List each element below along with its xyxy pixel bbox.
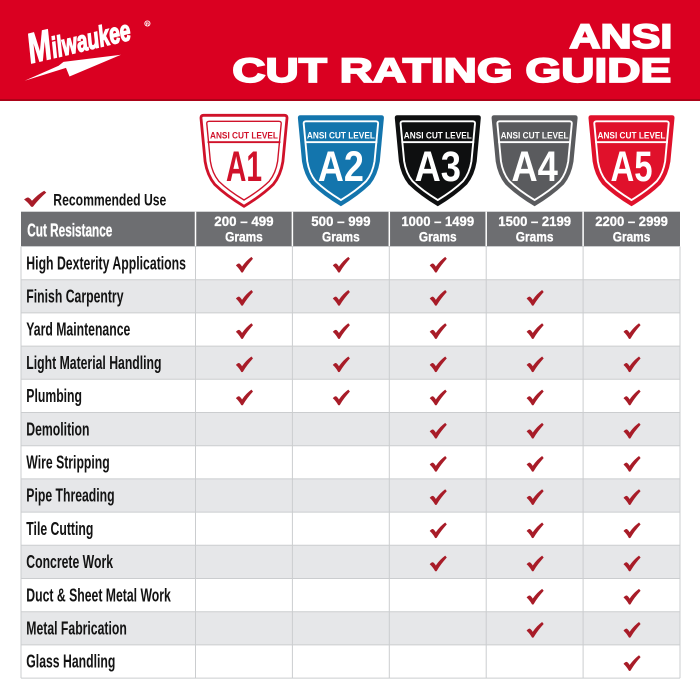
svg-text:Light Material Handling: Light Material Handling: [26, 352, 161, 373]
svg-text:Grams: Grams: [225, 230, 263, 245]
svg-text:Cut Resistance: Cut Resistance: [27, 221, 112, 241]
svg-text:Recommended Use: Recommended Use: [53, 191, 166, 210]
svg-text:R: R: [146, 21, 150, 26]
svg-text:ANSI CUT LEVEL: ANSI CUT LEVEL: [404, 131, 472, 142]
svg-text:Metal Fabrication: Metal Fabrication: [26, 618, 127, 639]
svg-text:ANSI CUT LEVEL: ANSI CUT LEVEL: [210, 131, 278, 142]
svg-text:A4: A4: [511, 143, 558, 191]
svg-text:1000 – 1499: 1000 – 1499: [401, 214, 474, 229]
svg-text:A3: A3: [415, 143, 462, 191]
svg-text:A2: A2: [318, 143, 364, 191]
svg-text:Tile Cutting: Tile Cutting: [26, 518, 93, 539]
svg-text:ANSI CUT LEVEL: ANSI CUT LEVEL: [598, 131, 666, 142]
svg-text:Concrete Work: Concrete Work: [26, 551, 113, 572]
svg-text:Grams: Grams: [613, 230, 651, 245]
svg-text:1500 – 2199: 1500 – 2199: [498, 214, 571, 229]
svg-text:2200 – 2999: 2200 – 2999: [595, 214, 668, 229]
svg-text:Wire Stripping: Wire Stripping: [26, 452, 109, 473]
svg-text:ANSI: ANSI: [569, 18, 672, 56]
svg-text:Grams: Grams: [419, 230, 457, 245]
svg-text:ANSI CUT LEVEL: ANSI CUT LEVEL: [307, 131, 375, 142]
svg-text:Duct & Sheet Metal Work: Duct & Sheet Metal Work: [26, 584, 171, 605]
svg-text:200 – 499: 200 – 499: [214, 214, 273, 229]
svg-text:Plumbing: Plumbing: [26, 385, 82, 406]
svg-text:ANSI CUT LEVEL: ANSI CUT LEVEL: [501, 131, 569, 142]
svg-text:Grams: Grams: [516, 230, 554, 245]
svg-text:Pipe Threading: Pipe Threading: [26, 485, 114, 506]
svg-text:Grams: Grams: [322, 230, 360, 245]
svg-text:Demolition: Demolition: [26, 418, 89, 439]
svg-text:CUT RATING GUIDE: CUT RATING GUIDE: [232, 52, 671, 90]
svg-text:A5: A5: [611, 143, 653, 191]
svg-text:Finish Carpentry: Finish Carpentry: [26, 286, 124, 307]
svg-text:500 – 999: 500 – 999: [311, 214, 370, 229]
svg-text:A1: A1: [226, 143, 262, 191]
svg-text:Glass Handling: Glass Handling: [26, 651, 115, 672]
svg-text:Yard Maintenance: Yard Maintenance: [26, 319, 130, 340]
svg-text:High Dexterity Applications: High Dexterity Applications: [26, 252, 186, 273]
